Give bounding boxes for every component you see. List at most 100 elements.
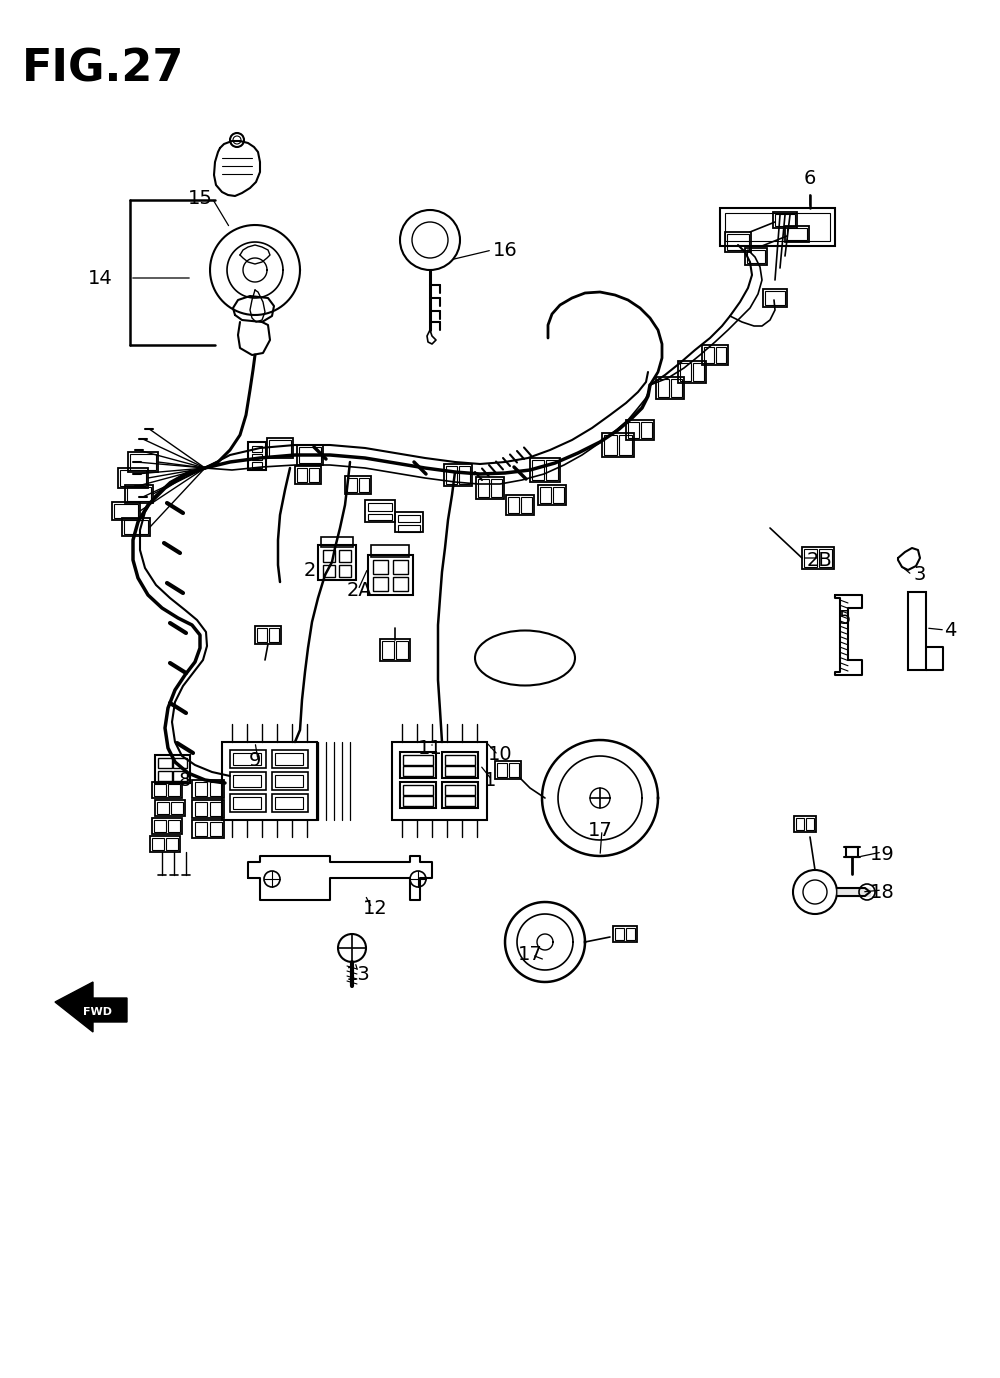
Text: 1: 1 — [484, 770, 496, 790]
Text: 14: 14 — [88, 269, 112, 288]
Bar — [168, 784, 180, 796]
Bar — [613, 926, 637, 943]
Text: 2A: 2A — [347, 580, 373, 599]
Bar — [628, 422, 639, 438]
Bar — [269, 628, 279, 642]
Text: 15: 15 — [188, 189, 212, 208]
Bar — [445, 785, 475, 795]
Bar — [368, 555, 413, 595]
Bar — [210, 781, 222, 796]
Bar — [171, 802, 183, 814]
Bar — [222, 741, 317, 820]
Bar — [192, 801, 224, 819]
Bar — [267, 438, 293, 457]
Bar — [323, 550, 335, 562]
Bar — [442, 752, 478, 779]
Bar — [802, 547, 834, 569]
Bar — [508, 497, 519, 513]
Text: 19: 19 — [870, 846, 894, 864]
Bar — [804, 548, 817, 566]
Text: FWD: FWD — [82, 1007, 112, 1017]
Bar — [192, 780, 224, 798]
Text: 4: 4 — [944, 620, 956, 639]
Bar — [775, 214, 795, 226]
Bar — [371, 546, 409, 557]
Bar — [400, 781, 436, 808]
Bar — [321, 537, 353, 547]
Bar — [345, 475, 371, 493]
Bar — [658, 379, 669, 397]
Text: 11: 11 — [418, 739, 442, 758]
Bar — [373, 559, 388, 575]
Text: 16: 16 — [493, 241, 517, 259]
Bar — [626, 420, 654, 440]
Text: 5: 5 — [839, 609, 851, 627]
Text: 8: 8 — [179, 770, 191, 790]
Bar — [168, 820, 180, 832]
Bar — [445, 766, 475, 776]
Bar — [166, 838, 178, 850]
Bar — [339, 550, 351, 562]
Bar — [615, 927, 624, 940]
Bar — [530, 457, 560, 482]
Bar — [532, 460, 544, 480]
Bar — [393, 559, 408, 575]
Bar — [785, 226, 809, 243]
Text: 17: 17 — [588, 820, 612, 839]
Bar — [716, 347, 726, 362]
Bar — [150, 836, 180, 852]
Bar — [155, 801, 185, 816]
Text: 6: 6 — [804, 168, 816, 187]
Bar — [112, 502, 140, 520]
Bar — [122, 518, 150, 536]
Bar — [656, 378, 684, 400]
Bar — [602, 433, 634, 457]
Bar — [295, 466, 321, 484]
Bar — [272, 794, 308, 812]
Bar — [773, 212, 797, 227]
Bar — [275, 752, 303, 765]
Bar — [521, 497, 532, 513]
Bar — [368, 503, 392, 511]
Bar — [446, 466, 457, 484]
Bar — [152, 781, 182, 798]
Text: FIG.27: FIG.27 — [22, 48, 184, 91]
Bar — [233, 774, 261, 787]
Bar — [230, 750, 266, 768]
Bar — [368, 514, 392, 520]
Bar — [725, 232, 751, 252]
Bar — [154, 820, 166, 832]
Bar — [747, 249, 765, 263]
Bar — [114, 504, 138, 518]
Bar — [318, 546, 356, 580]
Bar — [540, 486, 551, 503]
Bar — [130, 453, 156, 470]
Bar — [155, 755, 190, 783]
Polygon shape — [55, 983, 127, 1032]
Bar — [359, 478, 369, 492]
Bar — [509, 763, 519, 777]
Bar — [693, 362, 704, 380]
Text: 9: 9 — [249, 751, 261, 769]
Polygon shape — [0, 248, 20, 431]
Bar — [796, 819, 804, 830]
Bar — [297, 445, 323, 464]
Bar — [272, 772, 308, 790]
Bar — [210, 802, 222, 816]
Bar — [765, 291, 785, 305]
Bar — [704, 347, 714, 362]
Bar — [297, 469, 307, 482]
Text: 18: 18 — [870, 883, 894, 903]
Bar — [173, 758, 187, 768]
Bar — [787, 227, 807, 240]
Bar — [445, 755, 475, 765]
Bar — [478, 480, 489, 497]
Bar — [252, 453, 262, 460]
Bar — [641, 422, 652, 438]
Bar — [396, 641, 408, 659]
Bar — [846, 847, 858, 857]
Bar — [382, 641, 394, 659]
Bar — [233, 796, 261, 809]
Bar — [395, 513, 423, 532]
Bar — [553, 486, 564, 503]
